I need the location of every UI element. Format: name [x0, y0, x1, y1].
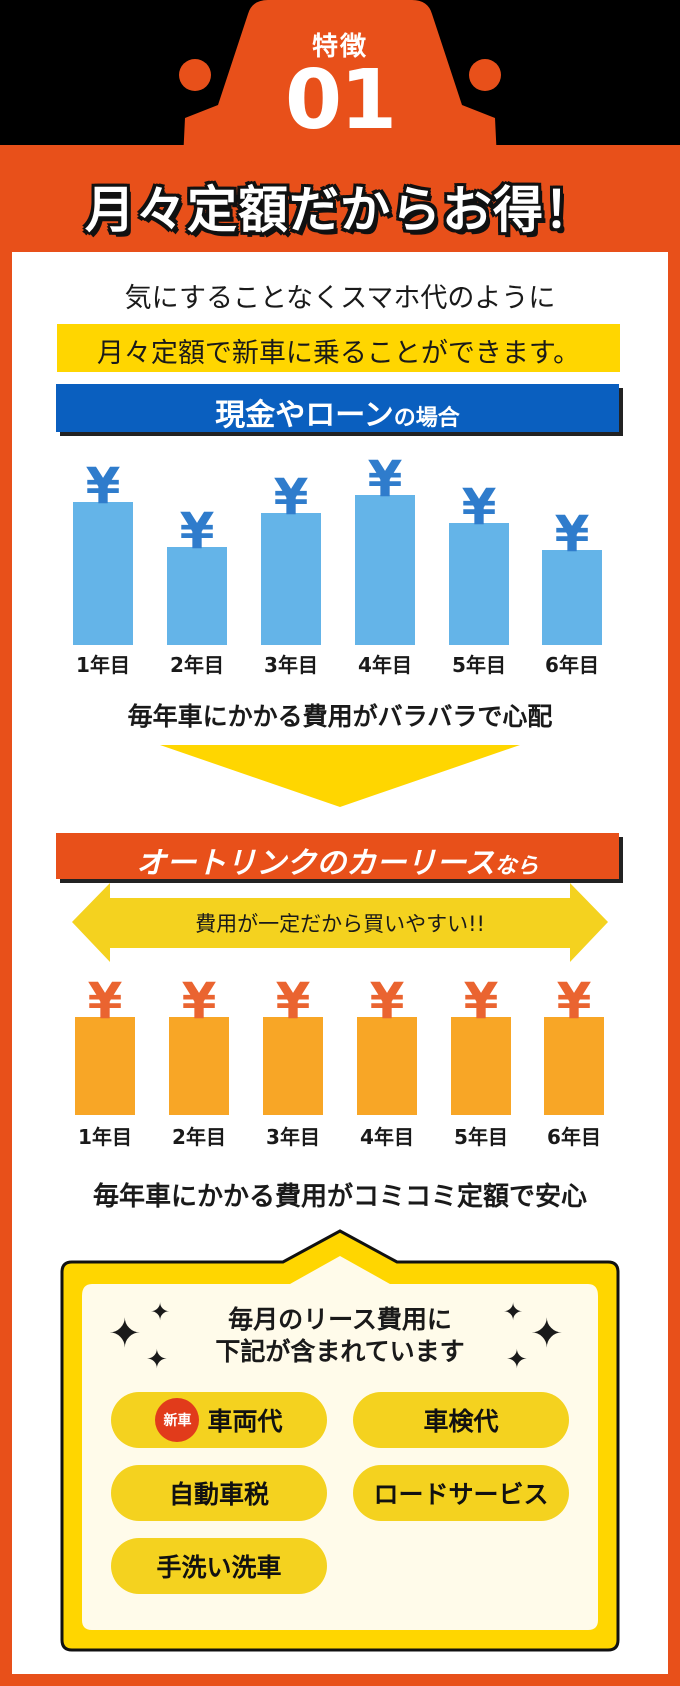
yen-icon: ¥ — [463, 972, 499, 1030]
intro-highlight — [57, 324, 620, 372]
constant-cost-message: 費用が一定だから買いやすい!! — [195, 912, 485, 936]
included-item-road-service: ロードサービス — [353, 1465, 569, 1521]
cash-loan-heading-sub: の場合 — [393, 406, 460, 431]
chart-bar — [544, 1017, 604, 1115]
lease-caption: 毎年車にかかる費用がコミコミ定額で安心 — [92, 1182, 587, 1212]
chart-bar — [261, 513, 321, 645]
x-axis-label: 4年目 — [360, 1125, 414, 1149]
chart-bar — [167, 547, 227, 645]
yen-icon: ¥ — [181, 972, 217, 1030]
sparkle-icon: ✦ — [530, 1311, 564, 1357]
x-axis-label: 6年目 — [545, 653, 599, 677]
chart-bar — [263, 1017, 323, 1115]
x-axis-label: 4年目 — [358, 653, 412, 677]
sparkle-icon: ✦ — [146, 1345, 168, 1375]
yen-icon: ¥ — [179, 502, 215, 560]
cash-loan-heading: 現金やローンの場合 — [56, 390, 619, 434]
intro-line-2: 月々定額で新車に乗ることができます。 — [96, 338, 581, 369]
yen-icon: ¥ — [275, 972, 311, 1030]
double-arrow-icon — [72, 883, 608, 962]
included-title-line-1: 毎月のリース費用に — [228, 1305, 452, 1334]
x-axis-label: 3年目 — [264, 653, 318, 677]
sparkle-icon: ✦ — [503, 1298, 524, 1326]
yen-icon: ¥ — [367, 450, 403, 508]
sparkle-icon: ✦ — [506, 1345, 528, 1375]
yen-icon: ¥ — [85, 457, 121, 515]
yen-icon: ¥ — [87, 972, 123, 1030]
chart-bar — [73, 502, 133, 645]
chart-bar — [169, 1017, 229, 1115]
x-axis-label: 2年目 — [172, 1125, 226, 1149]
lease-heading-bar — [56, 833, 619, 879]
intro-line-1: 気にすることなくスマホ代のように — [124, 283, 556, 314]
down-arrow-icon — [160, 745, 520, 807]
included-item-label: 手洗い洗車 — [156, 1553, 282, 1582]
new-car-badge: 新車 — [155, 1398, 200, 1442]
x-axis-label: 2年目 — [170, 653, 224, 677]
chart-bar — [542, 550, 602, 645]
x-axis-label: 1年目 — [76, 653, 130, 677]
yen-icon: ¥ — [369, 972, 405, 1030]
chart-bar — [357, 1017, 417, 1115]
chart-bar — [355, 495, 415, 645]
lease-heading: オートリンクのカーリースなら — [56, 838, 619, 882]
feature-number: 01 — [284, 53, 397, 148]
sparkle-icon: ✦ — [108, 1311, 142, 1357]
yen-icon: ¥ — [554, 505, 590, 563]
included-item-label: 車両代 — [207, 1407, 283, 1436]
page-title: 月々定額だからお得！ — [85, 181, 595, 239]
cash-loan-caption: 毎年車にかかる費用がバラバラで心配 — [127, 702, 553, 731]
lease-chart: ¥ ¥ ¥ ¥ ¥ ¥ 1年目 2年目 3年目 4年目 5年目 6年目 — [0, 0, 680, 1149]
chart-bar — [75, 1017, 135, 1115]
included-title-line-2: 下記が含まれています — [215, 1337, 465, 1366]
chart-bar — [449, 523, 509, 645]
car-tab-shape — [179, 0, 501, 160]
yen-icon: ¥ — [556, 972, 592, 1030]
included-item-inspection: 車検代 — [353, 1392, 569, 1448]
cash-loan-heading-main: 現金やローン — [215, 398, 394, 433]
x-axis-label: 5年目 — [452, 653, 506, 677]
x-axis-label: 5年目 — [454, 1125, 508, 1149]
lease-heading-sub: なら — [494, 854, 539, 879]
cash-loan-heading-bar — [56, 384, 619, 432]
feature-label: 特徴 — [311, 32, 368, 62]
yen-icon: ¥ — [273, 468, 309, 526]
chart-bar — [451, 1017, 511, 1115]
included-item-auto-tax: 自動車税 — [111, 1465, 327, 1521]
included-title: 毎月のリース費用に 下記が含まれています — [82, 1304, 598, 1368]
included-box-inner — [82, 1256, 598, 1630]
yen-icon: ¥ — [461, 478, 497, 536]
x-axis-label: 3年目 — [266, 1125, 320, 1149]
lease-heading-main: オートリンクのカーリース — [136, 846, 495, 881]
included-item-label: 車検代 — [423, 1407, 499, 1436]
included-item-vehicle: 新車 車両代 — [111, 1392, 327, 1448]
included-item-label: ロードサービス — [373, 1480, 549, 1509]
included-item-hand-wash: 手洗い洗車 — [111, 1538, 327, 1594]
x-axis-label: 6年目 — [547, 1125, 601, 1149]
x-axis-label: 1年目 — [78, 1125, 132, 1149]
sparkle-icon: ✦ — [150, 1298, 171, 1326]
included-item-label: 自動車税 — [168, 1480, 269, 1509]
cash-loan-chart: ¥ ¥ ¥ ¥ ¥ ¥ 1年目 2年目 3年目 4年目 5年目 6年目 — [0, 0, 680, 677]
